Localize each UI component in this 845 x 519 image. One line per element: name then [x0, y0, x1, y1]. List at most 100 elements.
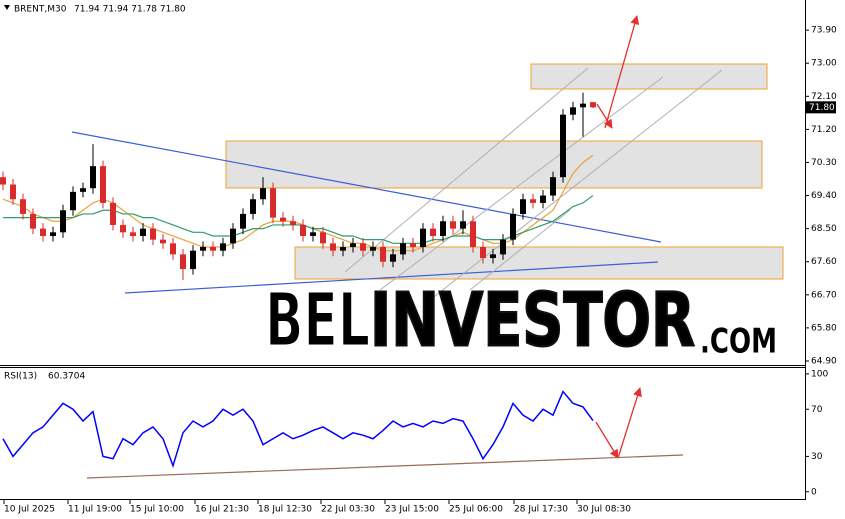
candle-body	[320, 232, 326, 244]
y-tick-label: 70	[811, 405, 823, 415]
candle-body	[340, 247, 346, 251]
candle-body	[440, 221, 446, 236]
candle-body	[450, 221, 456, 229]
trend-lines	[71, 131, 662, 294]
y-tick-label: 30	[811, 452, 823, 462]
watermark-right: .COM	[700, 322, 777, 362]
candle-body	[560, 114, 566, 178]
y-tick-label: 0	[811, 487, 817, 497]
x-tick-label: 23 Jul 15:00	[385, 505, 439, 515]
candle-body	[100, 166, 106, 203]
candle-body	[430, 228, 436, 236]
candle-body	[160, 239, 166, 244]
candle-body	[60, 210, 66, 233]
watermark-middle: INVESTOR	[370, 278, 695, 364]
channel-lines	[344, 67, 723, 301]
x-tick-label: 15 Jul 10:00	[130, 505, 184, 515]
candle-body	[350, 243, 356, 248]
rsi-value: 60.3704	[48, 372, 85, 382]
candle-body	[190, 250, 196, 270]
candle-body	[70, 191, 76, 211]
moving-average	[3, 195, 594, 244]
y-tick-label: 73.00	[811, 59, 837, 69]
x-tick-label: 22 Jul 03:30	[321, 505, 375, 515]
arrows	[595, 15, 642, 459]
candle-body	[80, 188, 86, 192]
y-tick-label: 66.70	[811, 290, 837, 300]
candle-body	[540, 195, 546, 203]
candle-body	[220, 243, 226, 251]
x-tick-label: 30 Jul 08:30	[577, 505, 631, 515]
candle-body	[250, 199, 256, 214]
candle-body	[290, 221, 296, 225]
y-tick-label: 100	[811, 369, 828, 379]
candle-body	[550, 177, 556, 196]
candle-body	[280, 217, 286, 222]
price-tag	[806, 101, 836, 114]
y-tick-label: 68.50	[811, 224, 837, 234]
candle-body	[470, 221, 476, 248]
candle-body	[330, 243, 336, 251]
candle-body	[420, 228, 426, 248]
candle-body	[210, 247, 216, 251]
symbol: BRENT,M30	[14, 5, 67, 15]
candle-body	[310, 232, 316, 236]
candle-body	[240, 213, 246, 229]
candle-body	[520, 199, 526, 214]
price-tag-label: 71.80	[809, 103, 835, 113]
y-tick-label: 70.30	[811, 158, 837, 168]
candle-body	[130, 232, 136, 236]
candle-body	[400, 243, 406, 255]
candle-body	[150, 228, 156, 240]
candle-body	[370, 247, 376, 251]
candle-body	[0, 177, 6, 185]
candle-body	[390, 254, 396, 262]
zone	[225, 140, 763, 189]
candle-body	[260, 188, 266, 200]
y-tick-label: 64.90	[811, 356, 837, 366]
candle-body	[480, 247, 486, 259]
candle-body	[300, 224, 306, 236]
menu-triangle	[4, 5, 10, 10]
candle-body	[490, 254, 496, 259]
candle-body	[50, 232, 56, 236]
candle-body	[40, 228, 46, 236]
x-tick-label: 18 Jul 12:30	[258, 505, 312, 515]
y-tick-label: 71.20	[811, 125, 837, 135]
zone	[294, 246, 784, 280]
candle-body	[140, 228, 146, 236]
candle-body	[200, 247, 206, 251]
candle-body	[500, 239, 506, 255]
candle-body	[120, 224, 126, 233]
rsi-line	[2, 390, 594, 469]
x-tick-label: 16 Jul 21:30	[195, 505, 249, 515]
y-tick-label: 69.40	[811, 191, 837, 201]
candle-body	[170, 243, 176, 255]
candle-body	[410, 243, 416, 248]
watermark-left: BEL	[265, 278, 370, 364]
x-tick-label: 25 Jul 06:00	[449, 505, 503, 515]
candle-body	[530, 199, 536, 203]
candle-body	[460, 221, 466, 229]
rsi-trend-line	[86, 454, 684, 479]
candle-body	[380, 247, 386, 262]
x-tick-label: 11 Jul 19:00	[68, 505, 122, 515]
y-tick-label: 65.80	[811, 323, 837, 333]
candle-body	[570, 107, 576, 115]
y-tick-label: 67.60	[811, 257, 837, 267]
y-tick-label: 73.90	[811, 26, 837, 36]
plot	[0, 92, 596, 469]
candle-body	[510, 213, 516, 240]
x-tick-label: 10 Jul 2025	[4, 505, 55, 515]
x-tick-label: 28 Jul 17:30	[514, 505, 568, 515]
candle-body	[580, 103, 586, 108]
frames	[0, 0, 806, 500]
candle-body	[230, 228, 236, 244]
rsi-name: RSI(13)	[4, 372, 37, 382]
candle-body	[90, 166, 96, 189]
candle-body	[30, 213, 36, 229]
zone	[530, 63, 768, 90]
ohlc: 71.94 71.94 71.78 71.80	[74, 5, 186, 15]
candle-body	[590, 102, 596, 108]
